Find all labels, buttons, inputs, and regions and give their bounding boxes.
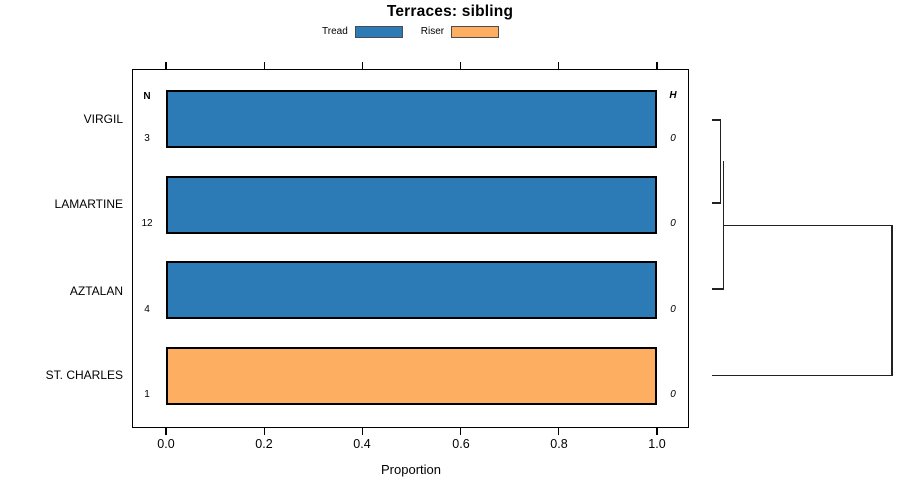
bar-row-virgil bbox=[166, 90, 657, 148]
bar-segment-st-charles bbox=[166, 346, 657, 405]
x-axis-title: Proportion bbox=[381, 462, 441, 477]
h-value-virgil: 0 bbox=[670, 132, 676, 144]
x-tick-label-3: 0.6 bbox=[452, 437, 470, 451]
h-value-st-charles: 0 bbox=[670, 389, 676, 400]
dendrogram-leaf-virgil bbox=[712, 119, 721, 121]
x-tick-label-2: 0.4 bbox=[353, 437, 371, 451]
x-tick-top-3 bbox=[460, 62, 462, 69]
plot-box bbox=[132, 69, 689, 428]
chart-title: Terraces: sibling bbox=[386, 3, 514, 20]
x-tick-label-5: 1.0 bbox=[648, 437, 666, 451]
dendrogram-leaf-st-charles bbox=[712, 374, 893, 376]
n-column-header: N bbox=[143, 91, 151, 102]
x-tick-label-0: 0.0 bbox=[157, 437, 175, 451]
legend-swatch-riser bbox=[451, 25, 500, 38]
n-value-virgil: 3 bbox=[144, 132, 150, 144]
legend: Tread Riser bbox=[322, 24, 500, 39]
dendrogram-merge-3 bbox=[891, 224, 893, 376]
legend-label-riser: Riser bbox=[420, 26, 445, 37]
y-label-aztalan: AZTALAN bbox=[69, 284, 123, 298]
bar-row-lamartine bbox=[166, 175, 657, 234]
dendrogram-connector bbox=[722, 224, 893, 226]
x-tick-top-5 bbox=[656, 62, 658, 69]
bar-segment-aztalan bbox=[166, 261, 657, 319]
x-tick-bottom-2 bbox=[361, 428, 363, 435]
dendrogram-merge-1 bbox=[719, 119, 721, 205]
bar-segment-lamartine bbox=[166, 175, 657, 234]
dendrogram-leaf-aztalan bbox=[712, 288, 724, 290]
x-tick-label-4: 0.8 bbox=[550, 437, 568, 451]
legend-label-tread: Tread bbox=[322, 26, 348, 37]
x-tick-top-1 bbox=[263, 62, 265, 69]
bar-row-aztalan bbox=[166, 261, 657, 319]
y-label-lamartine: LAMARTINE bbox=[54, 197, 123, 211]
legend-swatch-tread bbox=[354, 25, 403, 38]
h-value-lamartine: 0 bbox=[670, 218, 676, 229]
x-tick-bottom-4 bbox=[558, 428, 560, 435]
x-tick-top-2 bbox=[361, 62, 363, 69]
x-tick-bottom-3 bbox=[460, 428, 462, 435]
x-tick-label-1: 0.2 bbox=[255, 437, 273, 451]
bar-segment-virgil bbox=[166, 90, 657, 148]
bar-row-st-charles bbox=[166, 346, 657, 405]
h-column-header: H bbox=[669, 90, 677, 101]
n-value-st-charles: 1 bbox=[144, 389, 150, 400]
y-label-virgil: VIRGIL bbox=[83, 112, 123, 126]
x-tick-top-0 bbox=[165, 62, 167, 69]
h-value-aztalan: 0 bbox=[670, 303, 676, 315]
x-tick-bottom-5 bbox=[656, 428, 658, 435]
dendrogram-leaf-lamartine bbox=[712, 202, 721, 204]
y-label-st-charles: ST. CHARLES bbox=[45, 368, 123, 382]
x-tick-top-4 bbox=[558, 62, 560, 69]
x-tick-bottom-1 bbox=[263, 428, 265, 435]
x-tick-bottom-0 bbox=[165, 428, 167, 435]
n-value-lamartine: 12 bbox=[141, 218, 153, 229]
n-value-aztalan: 4 bbox=[144, 303, 150, 315]
